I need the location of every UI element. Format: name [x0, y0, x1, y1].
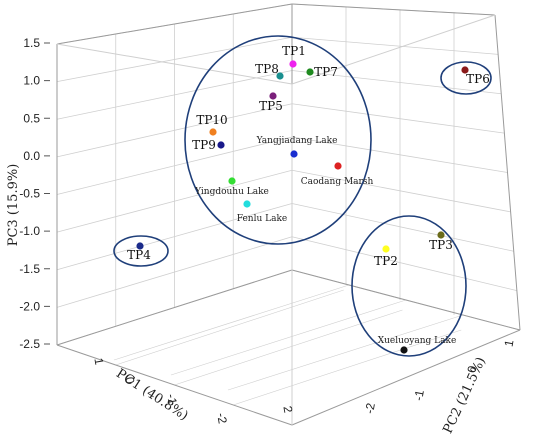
x-tick-label: -1: [164, 393, 180, 406]
y-tick-label: 1: [502, 338, 517, 347]
grid-line: [227, 314, 464, 391]
group-ellipses: [113, 35, 492, 357]
data-point: [228, 177, 236, 185]
frame-edge: [56, 43, 293, 85]
group-ellipse: [351, 215, 467, 357]
z-tick-label: 0.0: [23, 149, 40, 163]
frame-edge: [291, 329, 521, 426]
group-ellipse: [440, 61, 492, 95]
data-label: Xueluoyang Lake: [378, 336, 457, 346]
data-label: TP10: [196, 113, 227, 127]
data-point: [400, 346, 408, 354]
z-tick-label: -1.5: [19, 262, 40, 276]
data-point: [217, 141, 225, 149]
grid-line: [115, 289, 344, 366]
data-label: TP4: [127, 248, 151, 262]
z-tick-label: 1.0: [23, 74, 40, 88]
z-tick-label: -1.0: [19, 224, 40, 238]
data-point: [243, 200, 251, 208]
grid-line: [174, 309, 403, 386]
group-ellipse: [184, 35, 372, 245]
data-label: Fenlu Lake: [237, 214, 288, 224]
frame-edge: [56, 344, 293, 426]
z-tick-label: -2.5: [19, 337, 40, 351]
x-tick-label: 1: [91, 357, 106, 366]
z-axis-label: PC3 (15.9%): [6, 164, 21, 247]
x-tick-label: 2: [280, 405, 295, 414]
data-label: TP1: [282, 44, 306, 58]
data-label: Yingdouhu Lake: [194, 187, 269, 197]
data-point: [289, 60, 297, 68]
grid-line: [291, 103, 505, 134]
grid-line: [291, 203, 514, 252]
frame-edge: [494, 14, 521, 331]
z-tick-label: 1.5: [23, 36, 40, 50]
data-label: TP5: [259, 99, 283, 113]
data-label: TP8: [255, 62, 279, 76]
data-label: Caodang Marsh: [301, 177, 374, 187]
grid-line: [291, 169, 511, 213]
data-point: [382, 245, 390, 253]
data-label: TP6: [466, 72, 490, 86]
data-point: [461, 66, 469, 74]
grid-line: [291, 36, 499, 55]
points: [136, 60, 469, 354]
data-label: TP9: [192, 138, 216, 152]
frame-edge: [291, 3, 496, 16]
grid-line: [233, 329, 462, 406]
data-point: [136, 242, 144, 250]
data-point: [290, 150, 298, 158]
data-point: [334, 162, 342, 170]
frame-edge: [56, 269, 293, 346]
y-tick-label: 0: [465, 364, 480, 373]
grid-line: [291, 70, 502, 95]
x-tick-label: 0: [122, 376, 137, 385]
frame-edge: [291, 269, 521, 331]
data-point: [269, 92, 277, 100]
data-point: [209, 128, 217, 136]
z-tick-label: 0.5: [23, 111, 40, 125]
axis-ticks: 1.5 1.0 0.5 0.0 -0.5 -1.0 -1.5 -2.0 -2.5 1 0 -1 -2 2 1…: [19, 36, 516, 425]
y-tick-label: -1: [411, 389, 427, 402]
data-label: TP3: [429, 238, 453, 252]
frame-edge: [291, 14, 496, 85]
z-tick-label: -0.5: [19, 187, 40, 201]
grid: [56, 3, 521, 426]
data-point: [306, 68, 314, 76]
y-tick-label: -2: [362, 402, 378, 415]
x-tick-label: -2: [214, 412, 230, 425]
data-label: TP7: [314, 65, 338, 79]
data-label: Yangjiadang Lake: [256, 136, 338, 146]
data-point: [276, 72, 284, 80]
data-point: [437, 231, 445, 239]
frame-edge: [56, 3, 293, 45]
grid-line: [113, 284, 350, 361]
data-label: TP2: [374, 254, 398, 268]
grid-line: [291, 236, 517, 292]
group-ellipse: [113, 235, 169, 267]
z-tick-label: -2.0: [19, 299, 40, 313]
grid-line: [170, 299, 407, 376]
